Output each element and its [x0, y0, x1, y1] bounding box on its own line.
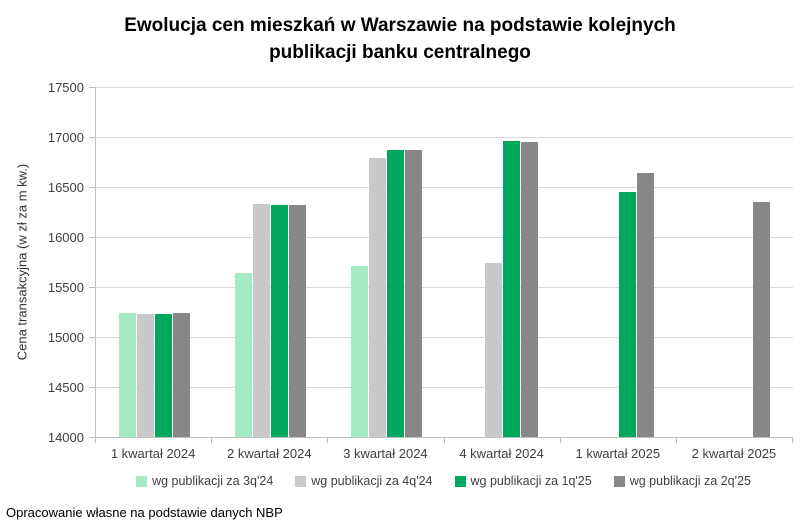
bar-group — [445, 87, 561, 437]
x-tick-mark — [211, 438, 213, 443]
legend-swatch — [295, 475, 307, 487]
y-tick-mark — [89, 387, 95, 388]
gridline — [96, 87, 793, 88]
y-tick-mark — [89, 187, 95, 188]
gridline — [96, 337, 793, 338]
y-tick-mark — [89, 437, 95, 438]
x-tick-mark — [559, 438, 561, 443]
x-category-label: 2 kwartał 2025 — [691, 446, 777, 461]
legend-item: wg publikacji za 2q'25 — [613, 474, 751, 488]
x-category-label: 3 kwartał 2024 — [343, 446, 428, 461]
legend-label: wg publikacji za 1q'25 — [470, 474, 592, 488]
bar — [485, 263, 503, 437]
y-tick-label: 15500 — [47, 280, 84, 295]
legend-label: wg publikacji za 4q'24 — [311, 474, 433, 488]
bar — [270, 205, 288, 437]
bar — [118, 313, 136, 437]
legend-label: wg publikacji za 2q'25 — [629, 474, 751, 488]
gridline — [96, 187, 793, 188]
x-tick-mark — [327, 438, 329, 443]
bar — [252, 204, 270, 437]
y-tick-mark — [89, 137, 95, 138]
bar — [234, 273, 252, 437]
x-tick-mark — [443, 438, 445, 443]
bar — [288, 205, 306, 437]
y-tick-mark — [89, 287, 95, 288]
gridline — [96, 387, 793, 388]
bar — [350, 266, 368, 437]
legend-item: wg publikacji za 3q'24 — [136, 474, 273, 488]
x-category-label: 4 kwartał 2024 — [459, 446, 544, 461]
bar-group — [328, 87, 444, 437]
y-tick-label: 16500 — [47, 180, 84, 195]
y-tick-label: 16000 — [47, 230, 84, 245]
y-tick-mark — [89, 87, 95, 88]
chart-title-line1: Ewolucja cen mieszkań w Warszawie na pod… — [124, 15, 676, 36]
bar — [503, 141, 521, 437]
x-tick-mark — [675, 438, 677, 443]
chart-title: Ewolucja cen mieszkań w Warszawie na pod… — [0, 12, 800, 66]
bar — [753, 202, 771, 437]
y-tick-mark — [89, 337, 95, 338]
x-category-label: 2 kwartał 2024 — [227, 446, 312, 461]
x-tick-mark — [792, 438, 793, 443]
bar — [136, 314, 154, 437]
y-tick-label: 14000 — [47, 430, 84, 445]
legend: wg publikacji za 3q'24 wg publikacji za 4… — [95, 472, 792, 490]
bar-group — [96, 87, 212, 437]
bar — [386, 150, 404, 437]
y-tick-label: 17500 — [47, 80, 84, 95]
legend-item: wg publikacji za 1q'25 — [454, 474, 592, 488]
legend-swatch — [454, 475, 466, 487]
legend-item: wg publikacji za 4q'24 — [295, 474, 433, 488]
x-tick-mark — [95, 438, 96, 443]
y-tick-mark — [89, 237, 95, 238]
gridline — [96, 237, 793, 238]
bar — [619, 192, 637, 437]
gridline — [96, 287, 793, 288]
bar — [637, 173, 655, 437]
bar-group — [561, 87, 677, 437]
bar — [154, 314, 172, 437]
x-category-label: 1 kwartał 2024 — [110, 446, 196, 461]
y-tick-label: 17000 — [47, 130, 84, 145]
y-tick-label: 15000 — [47, 330, 84, 345]
bar-group — [677, 87, 793, 437]
y-tick-label: 14500 — [47, 380, 84, 395]
x-category-label: 1 kwartał 2025 — [575, 446, 661, 461]
legend-label: wg publikacji za 3q'24 — [152, 474, 274, 488]
bar — [521, 142, 539, 437]
bar — [172, 313, 190, 437]
plot-area — [95, 87, 793, 438]
legend-swatch — [613, 475, 625, 487]
legend-swatch — [136, 475, 148, 487]
source-note: Opracowanie własne na podstawie danych N… — [6, 505, 283, 520]
gridline — [96, 137, 793, 138]
bar — [404, 150, 422, 437]
chart-title-line2: publikacji banku centralnego — [269, 42, 531, 63]
bar — [368, 158, 386, 437]
bar-group — [212, 87, 328, 437]
